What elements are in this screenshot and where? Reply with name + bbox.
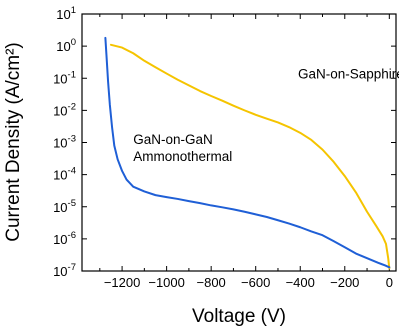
x-tick-label: −400 bbox=[286, 275, 315, 290]
y-tick-label: 10-5 bbox=[53, 198, 76, 215]
annotation-label: GaN-on-Sapphire bbox=[298, 66, 399, 81]
y-axis-title: Current Density (A/cm²) bbox=[3, 42, 24, 242]
y-tick-label: 10-6 bbox=[53, 230, 76, 247]
x-tick-label: −200 bbox=[330, 275, 359, 290]
x-tick-label: −1000 bbox=[148, 275, 185, 290]
series-line-0 bbox=[109, 43, 391, 270]
x-axis-title: Voltage (V) bbox=[192, 306, 286, 327]
y-tick-label: 10-3 bbox=[53, 134, 76, 151]
y-tick-label: 10-7 bbox=[53, 262, 76, 279]
x-tick-label: −1200 bbox=[104, 275, 141, 290]
y-tick-label: 10-4 bbox=[53, 166, 76, 183]
annotation-label: GaN-on-GaN bbox=[133, 132, 213, 147]
series-line-1 bbox=[104, 36, 391, 269]
annotation-label: Ammonothermal bbox=[133, 149, 232, 164]
x-tick-label: −800 bbox=[197, 275, 226, 290]
x-tick-label: −600 bbox=[241, 275, 270, 290]
x-tick-label: 0 bbox=[386, 275, 393, 290]
y-tick-label: 101 bbox=[56, 5, 76, 22]
y-tick-label: 10-2 bbox=[53, 101, 76, 118]
y-tick-label: 100 bbox=[56, 37, 76, 54]
y-tick-label: 10-1 bbox=[53, 69, 76, 86]
annotation-layer: GaN-on-Sapphire GaN-on-GaN Ammonothermal bbox=[133, 66, 399, 164]
series-layer bbox=[104, 36, 391, 270]
plot-frame bbox=[81, 13, 397, 272]
y-axis-ticks: 101 100 10-1 10-2 10-3 10-4 10-5 10-6 10-7 bbox=[53, 5, 396, 279]
